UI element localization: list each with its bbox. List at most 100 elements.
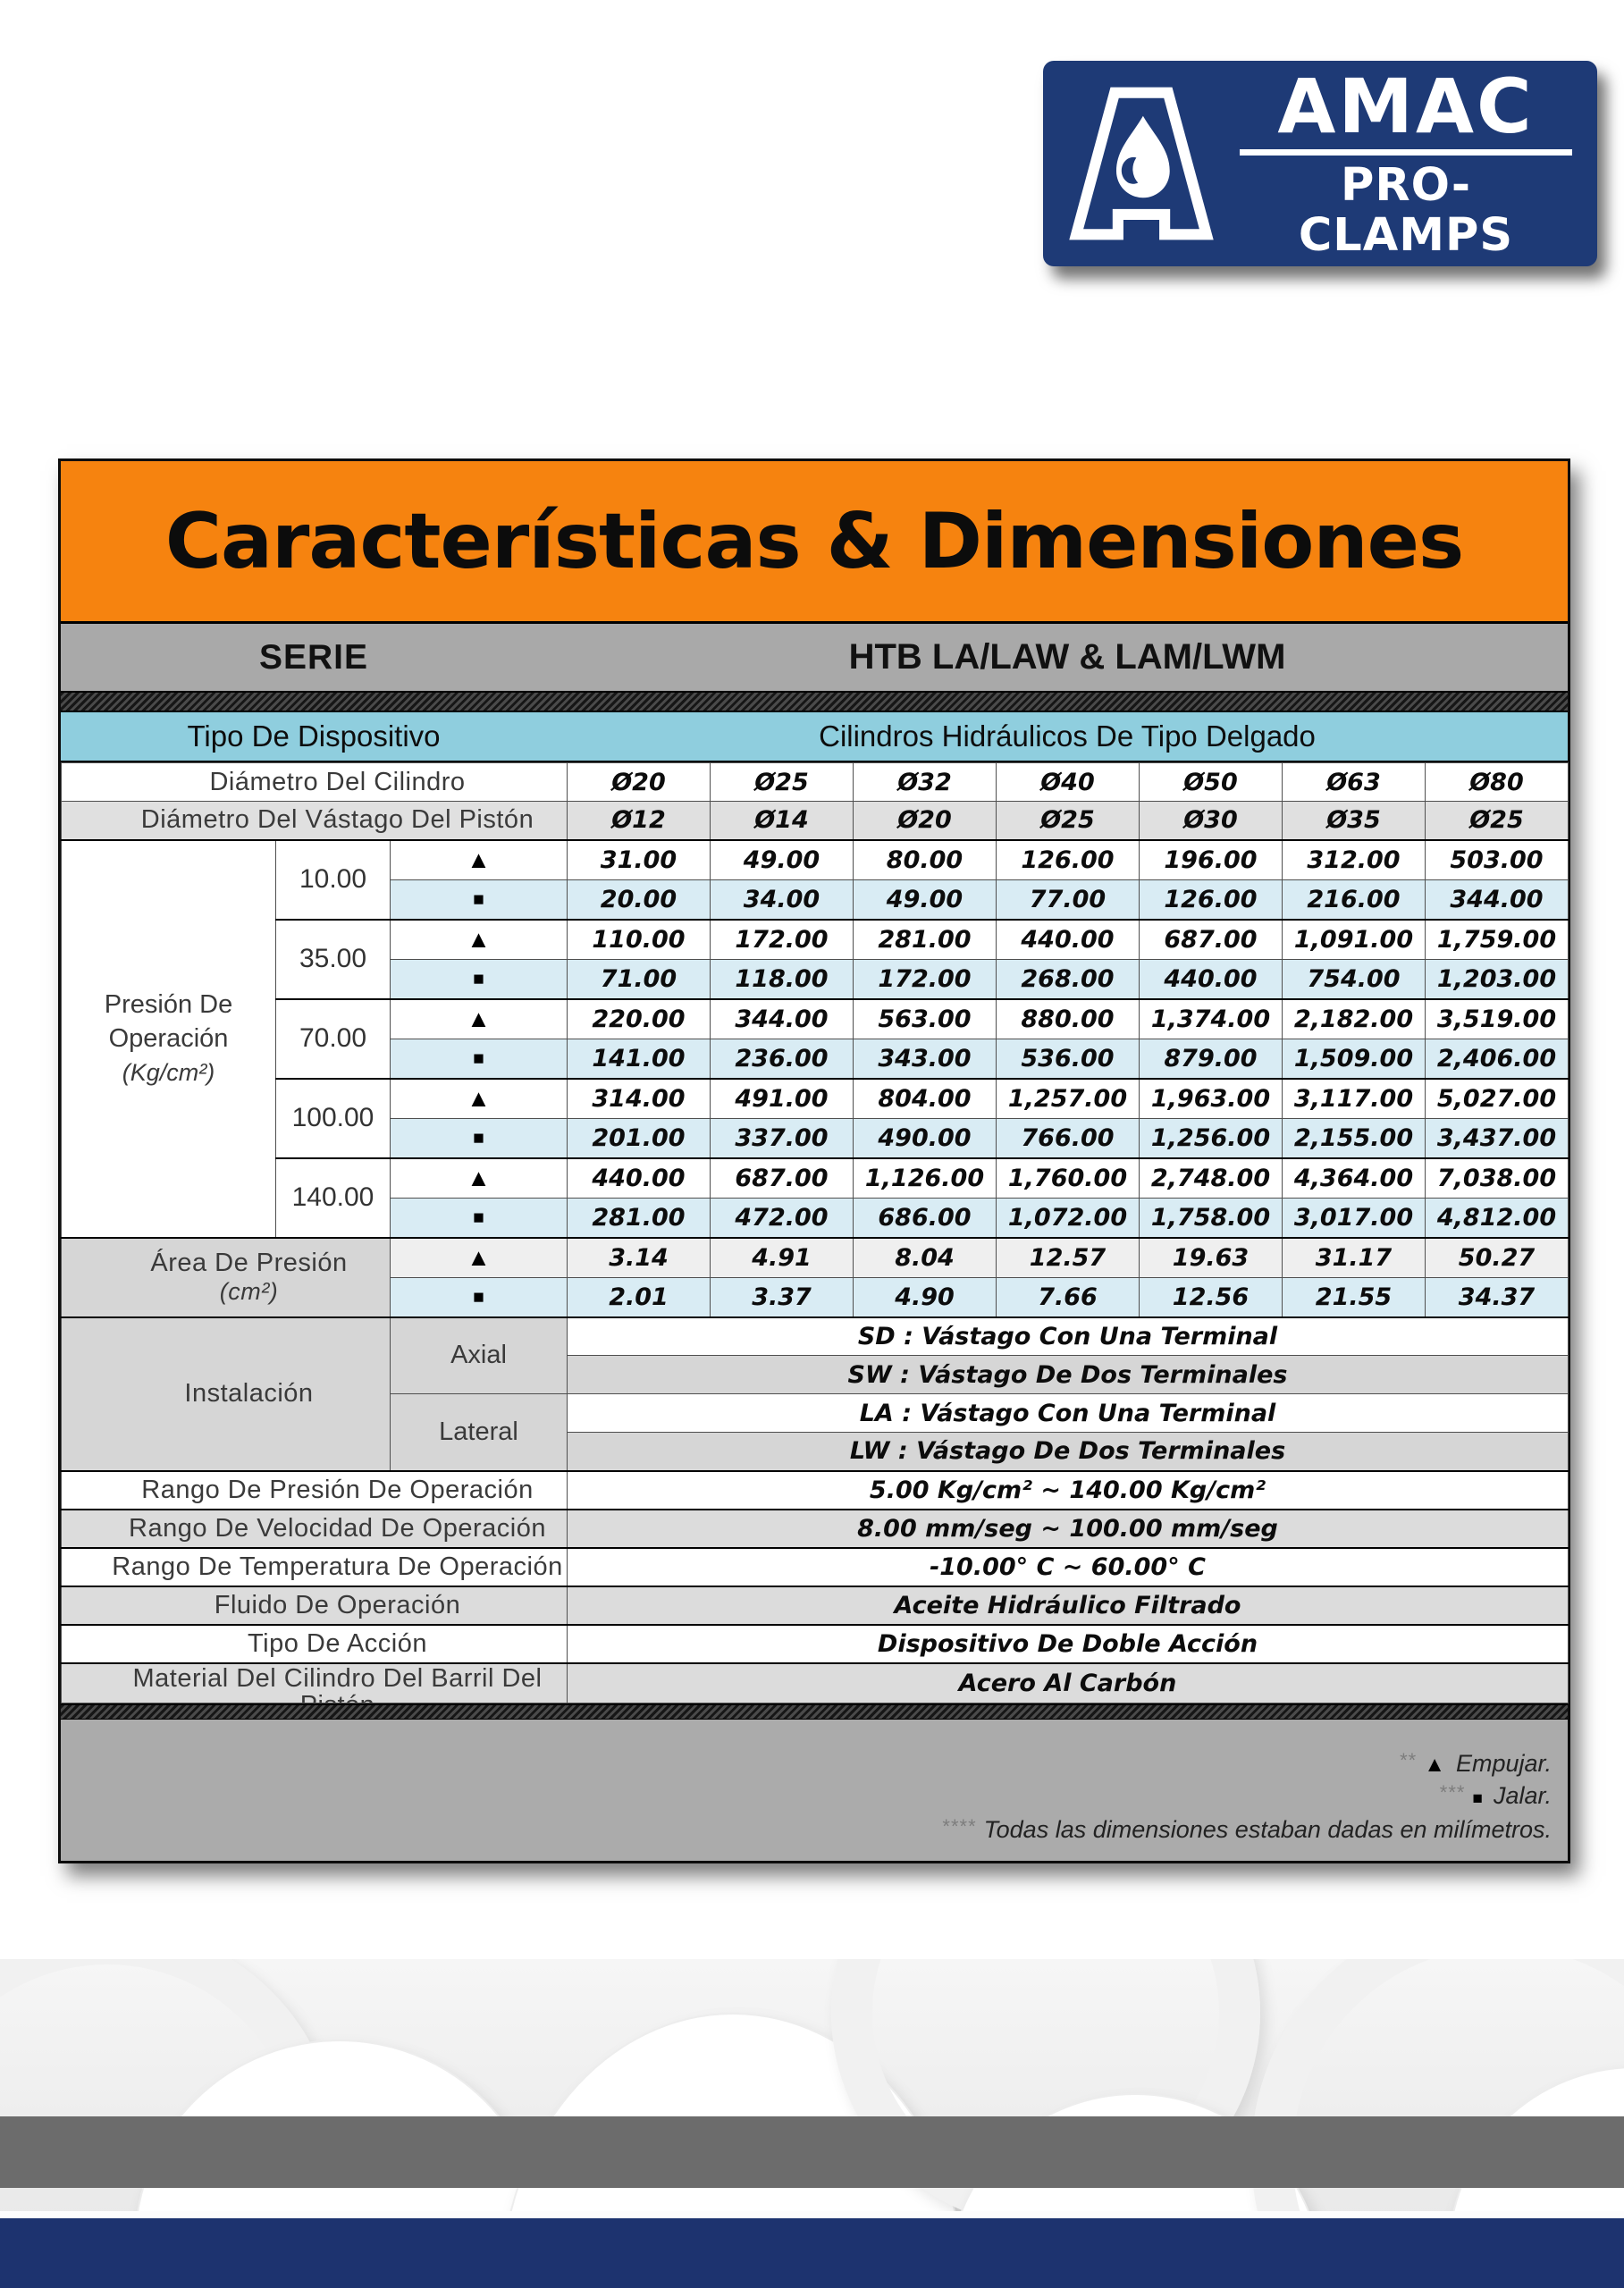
value-cell: 49.00: [710, 838, 854, 880]
pull-square-icon: ■: [390, 1038, 568, 1079]
value-cell: Ø25: [996, 801, 1140, 840]
value-cell: 687.00: [1139, 918, 1283, 960]
value-cell: 19.63: [1139, 1236, 1283, 1278]
value-cell: 8.04: [853, 1236, 997, 1278]
pull-square-icon: ■: [390, 958, 568, 999]
value-cell: 126.00: [996, 838, 1140, 880]
value-cell: 3,017.00: [1282, 1197, 1426, 1238]
table-row-pressure-push: 35.00 ▲ 110.00 172.00 281.00 440.00 687.00 1,…: [62, 918, 1569, 999]
spec-value: 5.00 Kg/cm² ~ 140.00 Kg/cm²: [567, 1469, 1569, 1510]
value-cell: 2.01: [567, 1276, 711, 1317]
table-row-spec: Rango De Velocidad De Operación 8.00 mm/…: [61, 1508, 1569, 1548]
pressure-value: 10.00: [275, 838, 391, 920]
value-cell: 2,406.00: [1425, 1038, 1569, 1079]
push-triangle-icon: ▲: [1424, 1753, 1445, 1777]
value-cell: 12.57: [996, 1236, 1140, 1278]
value-cell: 4.90: [853, 1276, 997, 1317]
pressure-value: 100.00: [275, 1077, 391, 1158]
spec-label: Rango De Presión De Operación: [61, 1469, 568, 1510]
value-cell: 1,759.00: [1425, 918, 1569, 960]
value-cell: 49.00: [853, 879, 997, 920]
device-type-banner: Tipo De Dispositivo Cilindros Hidráulico…: [61, 712, 1568, 762]
value-cell: 754.00: [1282, 958, 1426, 999]
value-cell: 1,091.00: [1282, 918, 1426, 960]
value-cell: Ø40: [996, 762, 1140, 802]
serie-banner: SERIE HTB LA/LAW & LAM/LWM: [61, 624, 1568, 693]
value-cell: Ø32: [853, 762, 997, 802]
value-cell: 2,155.00: [1282, 1117, 1426, 1158]
pull-square-icon: ■: [1472, 1789, 1483, 1808]
value-cell: Ø50: [1139, 762, 1283, 802]
value-cell: 220.00: [567, 997, 711, 1039]
amac-logo: AMAC PRO-CLAMPS: [1043, 61, 1597, 266]
pull-square-icon: ■: [390, 879, 568, 920]
table-row-spec: Material Del Cilindro Del Barril Del Pis…: [61, 1661, 1569, 1703]
value-cell: 440.00: [567, 1157, 711, 1199]
row-label: Diámetro Del Cilindro: [61, 762, 568, 802]
value-cell: 490.00: [853, 1117, 997, 1158]
area-section-label: Área De Presión (cm²): [61, 1236, 391, 1317]
value-cell: 686.00: [853, 1197, 997, 1238]
value-cell: Ø63: [1282, 762, 1426, 802]
value-cell: 563.00: [853, 997, 997, 1039]
table-row-pressure-push: 140.00 ▲ 440.00 687.00 1,126.00 1,760.00 2,7…: [62, 1157, 1569, 1238]
logo-sub-brand: PRO-CLAMPS: [1298, 158, 1514, 262]
value-cell: 31.17: [1282, 1236, 1426, 1278]
value-cell: 5,027.00: [1425, 1077, 1569, 1119]
table-row-cylinder-diameter: Diámetro Del Cilindro Ø20 Ø25 Ø32 Ø40 Ø50 Ø63…: [61, 762, 1569, 802]
push-triangle-icon: ▲: [390, 1236, 568, 1278]
table-row-spec: Tipo De Acción Dispositivo De Doble Acci…: [61, 1623, 1569, 1663]
table-row-spec: Rango De Presión De Operación 5.00 Kg/cm…: [61, 1469, 1569, 1510]
value-cell: 3.37: [710, 1276, 854, 1317]
spec-label: Tipo De Acción: [61, 1623, 568, 1663]
value-cell: 281.00: [567, 1197, 711, 1238]
value-cell: 21.55: [1282, 1276, 1426, 1317]
value-cell: Ø12: [567, 801, 711, 840]
value-cell: 687.00: [710, 1157, 854, 1199]
lateral-label: Lateral: [390, 1393, 568, 1471]
value-cell: Ø25: [710, 762, 854, 802]
value-cell: 196.00: [1139, 838, 1283, 880]
spec-label: Rango De Temperatura De Operación: [61, 1546, 568, 1586]
value-cell: 20.00: [567, 879, 711, 920]
value-cell: 12.56: [1139, 1276, 1283, 1317]
spec-sheet-card: Características & Dimensiones SERIE HTB …: [58, 458, 1570, 1863]
value-cell: 3,437.00: [1425, 1117, 1569, 1158]
pressure-value: 140.00: [275, 1157, 391, 1238]
value-cell: 7,038.00: [1425, 1157, 1569, 1199]
value-cell: 31.00: [567, 838, 711, 880]
value-cell: 281.00: [853, 918, 997, 960]
value-cell: 1,963.00: [1139, 1077, 1283, 1119]
logo-divider: [1240, 148, 1572, 156]
value-cell: 440.00: [1139, 958, 1283, 999]
pull-square-icon: ■: [390, 1197, 568, 1238]
value-cell: 34.00: [710, 879, 854, 920]
value-cell: 268.00: [996, 958, 1140, 999]
value-cell: 216.00: [1282, 879, 1426, 920]
value-cell: 80.00: [853, 838, 997, 880]
value-cell: 1,256.00: [1139, 1117, 1283, 1158]
amac-a-drop-icon: [1069, 87, 1214, 240]
serie-label: SERIE: [258, 637, 369, 677]
value-cell: 141.00: [567, 1038, 711, 1079]
axial-label: Axial: [390, 1316, 568, 1394]
installation-section-label: Instalación: [61, 1316, 391, 1471]
value-cell: 312.00: [1282, 838, 1426, 880]
table-row-pressure-push: 100.00 ▲ 314.00 491.00 804.00 1,257.00 1,963…: [62, 1077, 1569, 1158]
value-cell: 1,257.00: [996, 1077, 1140, 1119]
pressure-value: 35.00: [275, 918, 391, 999]
value-cell: Ø35: [1282, 801, 1426, 840]
value-cell: 172.00: [710, 918, 854, 960]
table-row-installation: SW : Vástago De Dos Terminales: [61, 1355, 1569, 1394]
pressure-value: 70.00: [275, 997, 391, 1079]
installation-option: LW : Vástago De Dos Terminales: [567, 1432, 1569, 1471]
value-cell: 1,072.00: [996, 1197, 1140, 1238]
value-cell: 1,509.00: [1282, 1038, 1426, 1079]
value-cell: 3.14: [567, 1236, 711, 1278]
value-cell: 4.91: [710, 1236, 854, 1278]
push-triangle-icon: ▲: [390, 838, 568, 880]
value-cell: 472.00: [710, 1197, 854, 1238]
spec-value: Dispositivo De Doble Acción: [567, 1623, 1569, 1663]
pull-square-icon: ■: [390, 1276, 568, 1317]
installation-option: LA : Vástago Con Una Terminal: [567, 1393, 1569, 1433]
